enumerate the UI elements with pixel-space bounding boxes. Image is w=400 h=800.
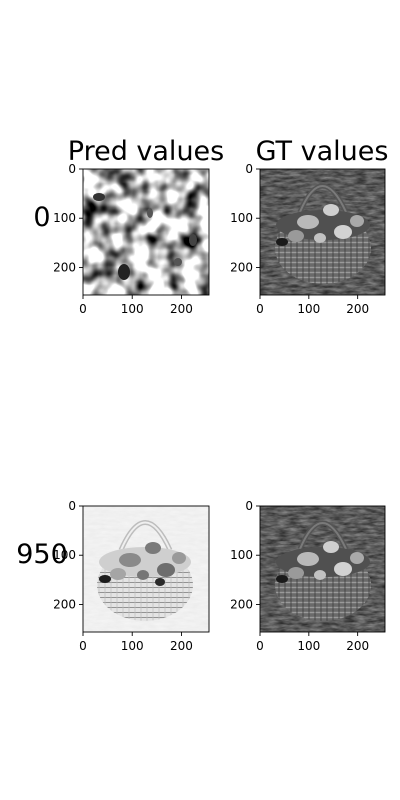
y-tick-label-gt-values-0-1: 100 xyxy=(230,211,253,225)
y-tick-label-gt-values-950-2: 200 xyxy=(230,597,253,611)
axes-layer: 0 100 200 0 100 200 0 100 200 0 100 200 0 100 200 0 100 2… xyxy=(53,162,386,653)
x-tick-label-pred-values-950-2: 200 xyxy=(170,639,193,653)
panel-pred-0 xyxy=(83,169,209,295)
col-title-pred: Pred values xyxy=(68,136,224,167)
y-tick-label-gt-values-950-1: 100 xyxy=(230,548,253,562)
x-tick-label-pred-values-0-2: 200 xyxy=(170,302,193,316)
x-tick-label-pred-values-0-1: 100 xyxy=(121,302,144,316)
x-tick-label-gt-values-950-1: 100 xyxy=(297,639,320,653)
x-tick-label-gt-values-0-0: 0 xyxy=(256,302,264,316)
panel-gt-950 xyxy=(260,506,385,632)
axes-frame-gt-values-950 xyxy=(259,505,386,633)
y-tick-label-gt-values-0-0: 0 xyxy=(245,162,253,176)
y-tick-label-gt-values-0-2: 200 xyxy=(230,260,253,274)
x-tick-label-pred-values-0-0: 0 xyxy=(79,302,87,316)
row-label-0: 0 xyxy=(33,202,50,233)
y-tick-label-gt-values-950-0: 0 xyxy=(245,499,253,513)
panel-pred-950 xyxy=(83,506,209,632)
x-tick-label-gt-values-0-2: 200 xyxy=(346,302,369,316)
y-tick-label-pred-values-0-0: 0 xyxy=(68,162,76,176)
x-tick-label-pred-values-950-0: 0 xyxy=(79,639,87,653)
y-tick-label-pred-values-950-0: 0 xyxy=(68,499,76,513)
axes-frame-gt-values-0 xyxy=(259,168,386,296)
y-tick-label-pred-values-0-1: 100 xyxy=(53,211,76,225)
x-tick-label-gt-values-950-0: 0 xyxy=(256,639,264,653)
col-title-gt: GT values xyxy=(256,136,389,167)
axes-frame-pred-values-0 xyxy=(82,168,210,296)
y-tick-label-pred-values-0-2: 200 xyxy=(53,260,76,274)
row-label-950: 950 xyxy=(16,539,68,570)
y-tick-label-pred-values-950-1: 100 xyxy=(53,548,76,562)
x-tick-label-gt-values-0-1: 100 xyxy=(297,302,320,316)
panel-gt-0 xyxy=(260,169,385,295)
axes-frame-pred-values-950 xyxy=(82,505,210,633)
x-tick-label-gt-values-950-2: 200 xyxy=(346,639,369,653)
y-tick-label-pred-values-950-2: 200 xyxy=(53,597,76,611)
x-tick-label-pred-values-950-1: 100 xyxy=(121,639,144,653)
